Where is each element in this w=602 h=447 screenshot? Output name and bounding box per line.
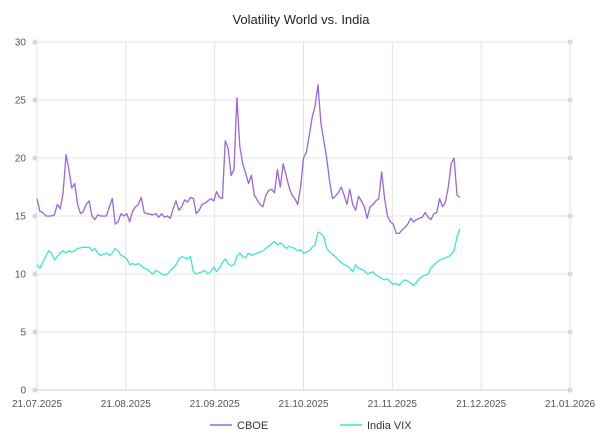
y-tick-label: 5 bbox=[20, 328, 26, 339]
x-tick-label: 21.10.2025 bbox=[278, 399, 328, 410]
y-tick-dot-left bbox=[32, 39, 38, 45]
legend-label: CBOE bbox=[237, 420, 268, 432]
x-tick-label: 21.11.2025 bbox=[368, 399, 418, 410]
y-tick-dot-left bbox=[32, 387, 38, 393]
x-tick-label: 21.12.2025 bbox=[456, 399, 506, 410]
y-tick-dot-left bbox=[32, 329, 38, 335]
x-tick-label: 21.08.2025 bbox=[101, 399, 151, 410]
series-line-0 bbox=[36, 84, 461, 235]
x-tick-label: 21.07.2025 bbox=[12, 399, 62, 410]
series-line-1 bbox=[36, 228, 461, 287]
x-axis-ticks: 21.07.2025 21.08.2025 21.09.2025 21.10.2025… bbox=[12, 399, 595, 410]
y-tick-label: 10 bbox=[15, 270, 27, 281]
y-tick-label: 25 bbox=[15, 96, 27, 107]
y-tick-dot-left bbox=[32, 97, 38, 103]
y-tick-label: 0 bbox=[20, 386, 26, 397]
y-tick-dot-left bbox=[32, 271, 38, 277]
y-tick-dot-left bbox=[32, 155, 38, 161]
series-group bbox=[36, 84, 461, 287]
x-tick-label: 21.09.2025 bbox=[190, 399, 240, 410]
x-tick-label: 21.01.2026 bbox=[545, 399, 595, 410]
y-tick-dot-left bbox=[32, 213, 38, 219]
chart-title: Volatility World vs. India bbox=[232, 12, 370, 27]
y-tick-label: 15 bbox=[15, 212, 27, 223]
legend-label: India VIX bbox=[367, 420, 412, 432]
y-tick-label: 20 bbox=[15, 154, 27, 165]
legend: CBOE India VIX bbox=[210, 420, 412, 432]
grid bbox=[32, 39, 573, 393]
y-axis-ticks: 0 5 10 15 20 25 30 bbox=[15, 38, 27, 397]
y-tick-label: 30 bbox=[15, 38, 27, 49]
